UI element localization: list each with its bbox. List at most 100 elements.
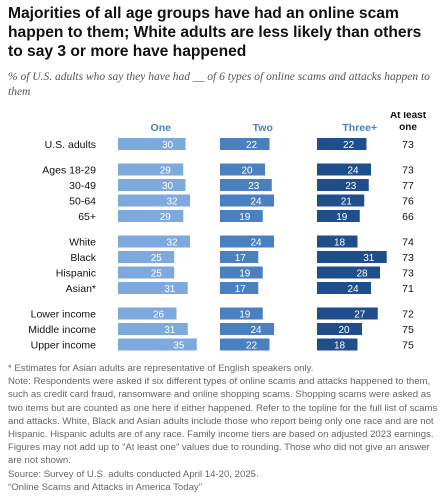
bar-three--50-64 [317,194,365,207]
bar-two-50-64 [220,194,274,207]
category-label-hispanic: Hispanic [56,268,96,280]
series-header-two: Two [253,122,273,134]
data-label-three--ages-18-29: 24 [347,166,359,177]
bar-three--ages-18-29 [317,163,371,176]
category-label-ages-18-29: Ages 18-29 [42,165,96,177]
data-label-three--upper-income: 18 [334,341,346,352]
bar-two-ages-18-29 [220,163,265,176]
data-label-two-upper-income: 22 [246,341,258,352]
at-least-one-value-upper-income: 75 [402,340,414,352]
series-header-one: One [151,122,172,134]
methodology-note: Note: Respondents were asked if six diff… [8,376,438,467]
bar-one-65 [118,210,184,222]
bar-one-black [118,251,175,263]
source-note: Source: Survey of U.S. adults conducted … [8,468,259,480]
bar-two-black [220,251,259,263]
category-label-50-64: 50-64 [69,196,96,208]
series-header-three-: Three+ [342,122,377,134]
at-least-one-value-hispanic: 73 [402,268,414,280]
category-label-65: 65+ [78,211,96,223]
chart-title: Majorities of all age groups have had an… [8,5,422,60]
at-least-one-value-50-64: 76 [402,196,414,208]
data-label-one-upper-income: 35 [173,341,185,352]
category-label-upper-income: Upper income [31,340,97,352]
bar-three--hispanic [317,266,380,279]
chart-notes: * Estimates for Asian adults are represe… [8,362,438,494]
data-label-one-ages-18-29: 29 [160,166,172,177]
data-label-two-black: 17 [235,253,247,264]
bar-three--30-49 [317,179,369,191]
at-least-one-value-lower-income: 72 [402,309,414,321]
category-label-asian: Asian* [66,283,96,295]
bar-two-u-s-adults [220,138,270,150]
data-label-two-u-s-adults: 22 [246,140,258,151]
category-label-middle-income: Middle income [28,324,96,336]
bar-two-white [220,235,274,248]
data-label-two-white: 24 [250,238,262,249]
category-label-u-s-adults: U.S. adults [45,139,96,151]
bar-one-middle-income [118,323,188,335]
at-least-one-value-middle-income: 75 [402,324,414,336]
category-label-30-49: 30-49 [69,180,96,192]
bar-two-65 [220,210,263,222]
at-least-one-value-ages-18-29: 73 [402,165,414,177]
data-label-one-30-49: 30 [162,181,174,192]
bar-three--black [317,251,387,263]
at-least-one-value-white: 74 [402,237,414,249]
bar-three--65 [317,210,360,222]
bar-two-asian [220,282,259,294]
bar-three--upper-income [317,338,358,351]
at-least-one-header-line1: At least [390,112,427,121]
bar-one-white [118,235,190,248]
data-label-one-middle-income: 31 [164,325,176,336]
data-label-two-asian: 17 [235,284,247,295]
asterisk-note: * Estimates for Asian adults are represe… [8,363,314,374]
bar-one-u-s-adults [118,138,186,150]
data-label-two-50-64: 24 [250,197,262,208]
data-label-two-hispanic: 19 [239,269,251,280]
data-label-three--50-64: 21 [341,197,353,208]
at-least-one-value-black: 73 [402,252,414,264]
report-title: “Online Scams and Attacks in America Tod… [8,481,202,493]
chart-subtitle: % of U.S. adults who say they have had _… [8,71,430,98]
data-label-one-u-s-adults: 30 [162,140,174,151]
data-label-three--65: 19 [336,212,348,223]
category-label-white: White [69,237,96,249]
data-label-one-50-64: 32 [166,197,178,208]
bar-two-upper-income [220,338,270,351]
data-label-one-hispanic: 25 [151,269,163,280]
data-label-three--white: 18 [334,238,346,249]
data-label-three--black: 31 [363,253,375,264]
at-least-one-value-asian: 71 [402,283,414,295]
bar-three--white [317,235,358,248]
data-label-three--30-49: 23 [345,181,357,192]
bar-two-middle-income [220,323,274,335]
bar-one-50-64 [118,194,190,207]
data-label-one-black: 25 [151,253,163,264]
data-label-two-30-49: 23 [248,181,260,192]
data-label-three--hispanic: 28 [356,269,368,280]
bar-two-30-49 [220,179,272,191]
bar-one-upper-income [118,338,197,351]
data-label-three--lower-income: 27 [354,310,366,321]
data-label-three--u-s-adults: 22 [343,140,355,151]
data-label-one-asian: 31 [164,284,176,295]
bar-one-30-49 [118,179,186,191]
data-label-three--asian: 24 [347,284,359,295]
data-label-two-65: 19 [239,212,251,223]
category-label-black: Black [70,252,96,264]
data-label-three--middle-income: 20 [338,325,350,336]
at-least-one-value-65: 66 [402,211,414,223]
bar-two-hispanic [220,266,263,279]
at-least-one-value-30-49: 77 [402,180,414,192]
data-label-one-white: 32 [166,238,178,249]
bar-three--lower-income [317,307,378,320]
data-label-two-ages-18-29: 20 [241,166,253,177]
bar-one-lower-income [118,307,177,320]
bar-one-hispanic [118,266,175,279]
bar-one-asian [118,282,188,294]
data-label-two-lower-income: 19 [239,310,251,321]
at-least-one-value-u-s-adults: 73 [402,139,414,151]
bar-three--u-s-adults [317,138,367,150]
